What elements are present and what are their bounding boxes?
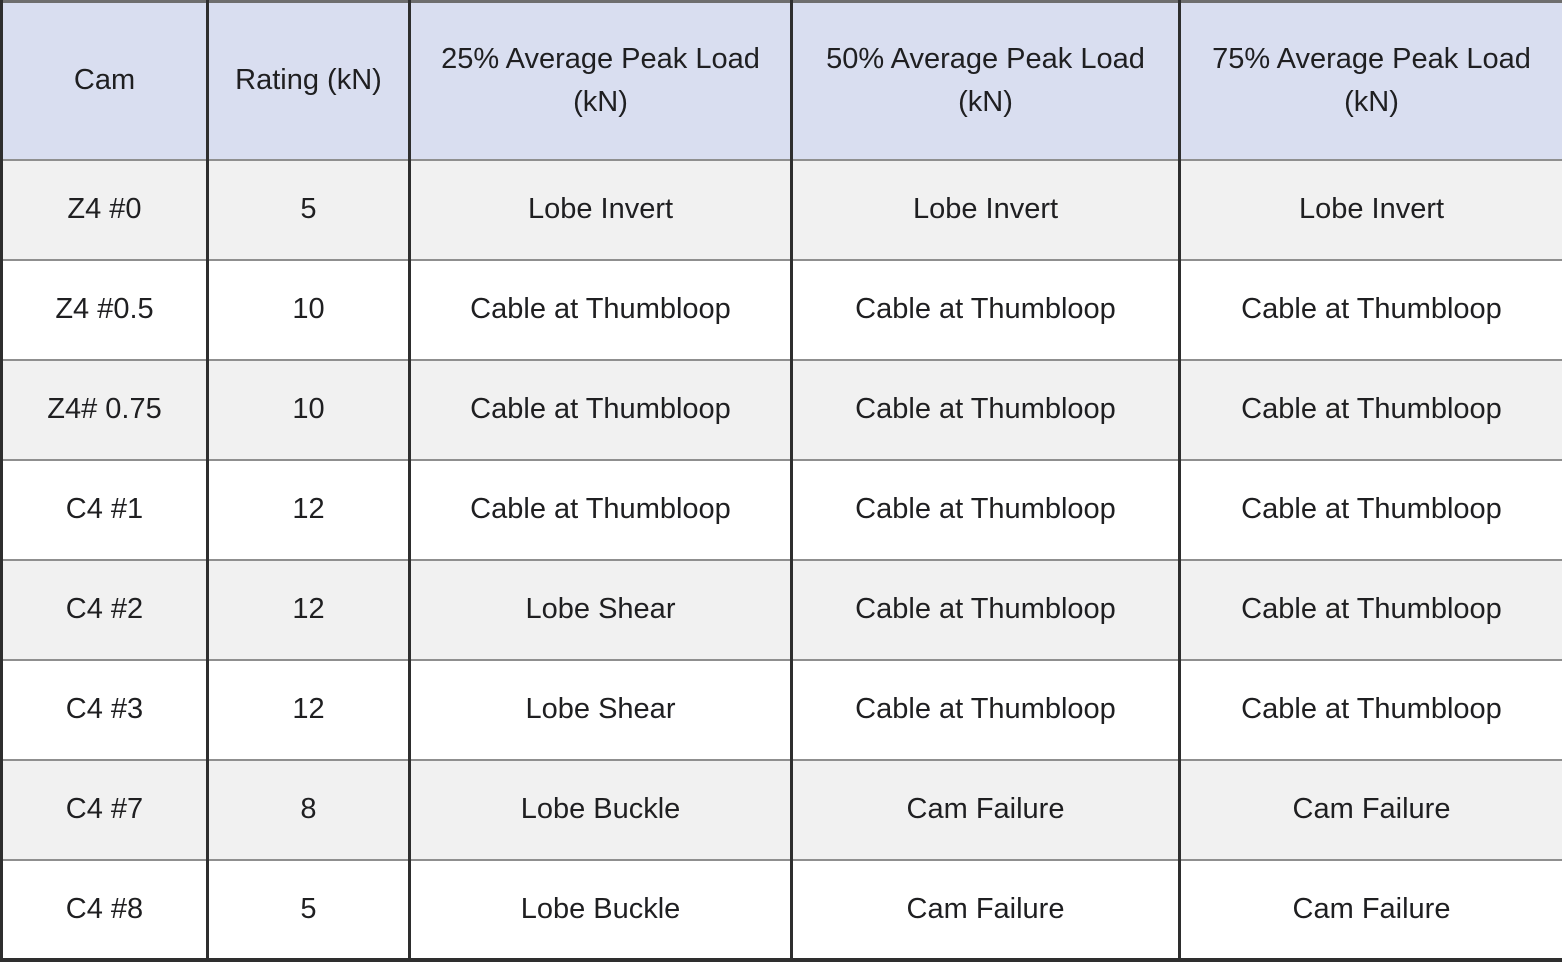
cell-25pct: Cable at Thumbloop <box>408 259 793 361</box>
table-row: Z4# 0.75 10 Cable at Thumbloop Cable at … <box>0 359 1562 461</box>
cell-50pct: Cable at Thumbloop <box>790 559 1181 661</box>
cell-rating: 10 <box>206 359 411 461</box>
cell-50pct: Lobe Invert <box>790 159 1181 261</box>
table-row: Z4 #0.5 10 Cable at Thumbloop Cable at T… <box>0 259 1562 361</box>
cell-rating: 5 <box>206 859 411 962</box>
table-body: Z4 #0 5 Lobe Invert Lobe Invert Lobe Inv… <box>0 159 1562 962</box>
cell-cam: Z4 #0.5 <box>0 259 209 361</box>
cell-cam: C4 #1 <box>0 459 209 561</box>
cell-25pct: Lobe Shear <box>408 559 793 661</box>
cell-cam: C4 #2 <box>0 559 209 661</box>
cell-rating: 12 <box>206 659 411 761</box>
cell-75pct: Cam Failure <box>1178 759 1562 861</box>
cell-25pct: Lobe Buckle <box>408 859 793 962</box>
header-row: Cam Rating (kN) 25% Average Peak Load (k… <box>0 0 1562 161</box>
header-75pct-load: 75% Average Peak Load (kN) <box>1178 0 1562 161</box>
cell-75pct: Cable at Thumbloop <box>1178 359 1562 461</box>
cell-25pct: Cable at Thumbloop <box>408 359 793 461</box>
table-row: C4 #1 12 Cable at Thumbloop Cable at Thu… <box>0 459 1562 561</box>
table-row: Z4 #0 5 Lobe Invert Lobe Invert Lobe Inv… <box>0 159 1562 261</box>
cell-75pct: Lobe Invert <box>1178 159 1562 261</box>
cell-50pct: Cable at Thumbloop <box>790 359 1181 461</box>
header-50pct-load: 50% Average Peak Load (kN) <box>790 0 1181 161</box>
cell-50pct: Cable at Thumbloop <box>790 459 1181 561</box>
table-header: Cam Rating (kN) 25% Average Peak Load (k… <box>0 0 1562 161</box>
cell-75pct: Cable at Thumbloop <box>1178 559 1562 661</box>
cell-25pct: Lobe Shear <box>408 659 793 761</box>
cell-cam: C4 #7 <box>0 759 209 861</box>
cell-75pct: Cable at Thumbloop <box>1178 259 1562 361</box>
cell-rating: 10 <box>206 259 411 361</box>
cell-50pct: Cable at Thumbloop <box>790 659 1181 761</box>
cell-50pct: Cam Failure <box>790 759 1181 861</box>
cell-75pct: Cam Failure <box>1178 859 1562 962</box>
header-rating: Rating (kN) <box>206 0 411 161</box>
cell-rating: 5 <box>206 159 411 261</box>
cell-25pct: Cable at Thumbloop <box>408 459 793 561</box>
table-row: C4 #3 12 Lobe Shear Cable at Thumbloop C… <box>0 659 1562 761</box>
table-row: C4 #8 5 Lobe Buckle Cam Failure Cam Fail… <box>0 859 1562 962</box>
cell-cam: Z4 #0 <box>0 159 209 261</box>
cell-50pct: Cam Failure <box>790 859 1181 962</box>
header-25pct-load: 25% Average Peak Load (kN) <box>408 0 793 161</box>
cell-rating: 12 <box>206 559 411 661</box>
cell-25pct: Lobe Invert <box>408 159 793 261</box>
table-row: C4 #2 12 Lobe Shear Cable at Thumbloop C… <box>0 559 1562 661</box>
cell-75pct: Cable at Thumbloop <box>1178 459 1562 561</box>
cell-25pct: Lobe Buckle <box>408 759 793 861</box>
cell-cam: C4 #3 <box>0 659 209 761</box>
cell-75pct: Cable at Thumbloop <box>1178 659 1562 761</box>
cell-rating: 8 <box>206 759 411 861</box>
header-cam: Cam <box>0 0 209 161</box>
cell-cam: C4 #8 <box>0 859 209 962</box>
cell-50pct: Cable at Thumbloop <box>790 259 1181 361</box>
table-row: C4 #7 8 Lobe Buckle Cam Failure Cam Fail… <box>0 759 1562 861</box>
cell-cam: Z4# 0.75 <box>0 359 209 461</box>
cell-rating: 12 <box>206 459 411 561</box>
